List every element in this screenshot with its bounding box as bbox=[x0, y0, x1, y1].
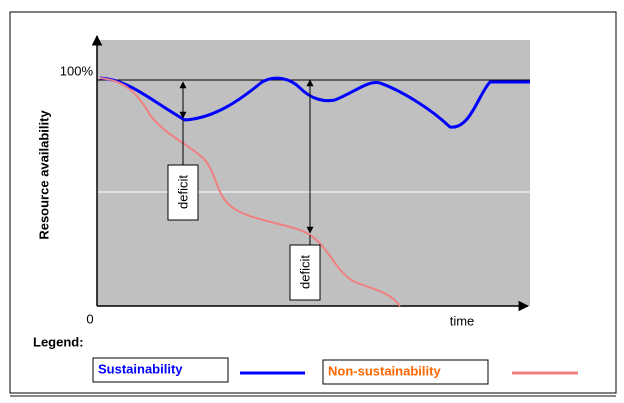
legend-item: Sustainability bbox=[98, 361, 183, 376]
deficit-label: deficit bbox=[297, 255, 312, 289]
deficit-box bbox=[167, 164, 199, 221]
deficit-box bbox=[289, 244, 321, 301]
legend-item: Non-sustainability bbox=[328, 363, 441, 378]
x-axis-label: time bbox=[450, 313, 475, 328]
deficit-label: deficit bbox=[175, 175, 190, 209]
legend-title: Legend: bbox=[33, 334, 84, 349]
sustainability-curve bbox=[99, 76, 530, 129]
legend-box bbox=[92, 357, 229, 383]
origin-label: 0 bbox=[86, 311, 93, 326]
y-axis-label: Resource availability bbox=[36, 110, 51, 240]
legend-box bbox=[322, 359, 489, 385]
y-top-label: 100% bbox=[60, 63, 94, 78]
frame bbox=[9, 11, 617, 394]
non-sustainability-curve bbox=[99, 77, 401, 307]
